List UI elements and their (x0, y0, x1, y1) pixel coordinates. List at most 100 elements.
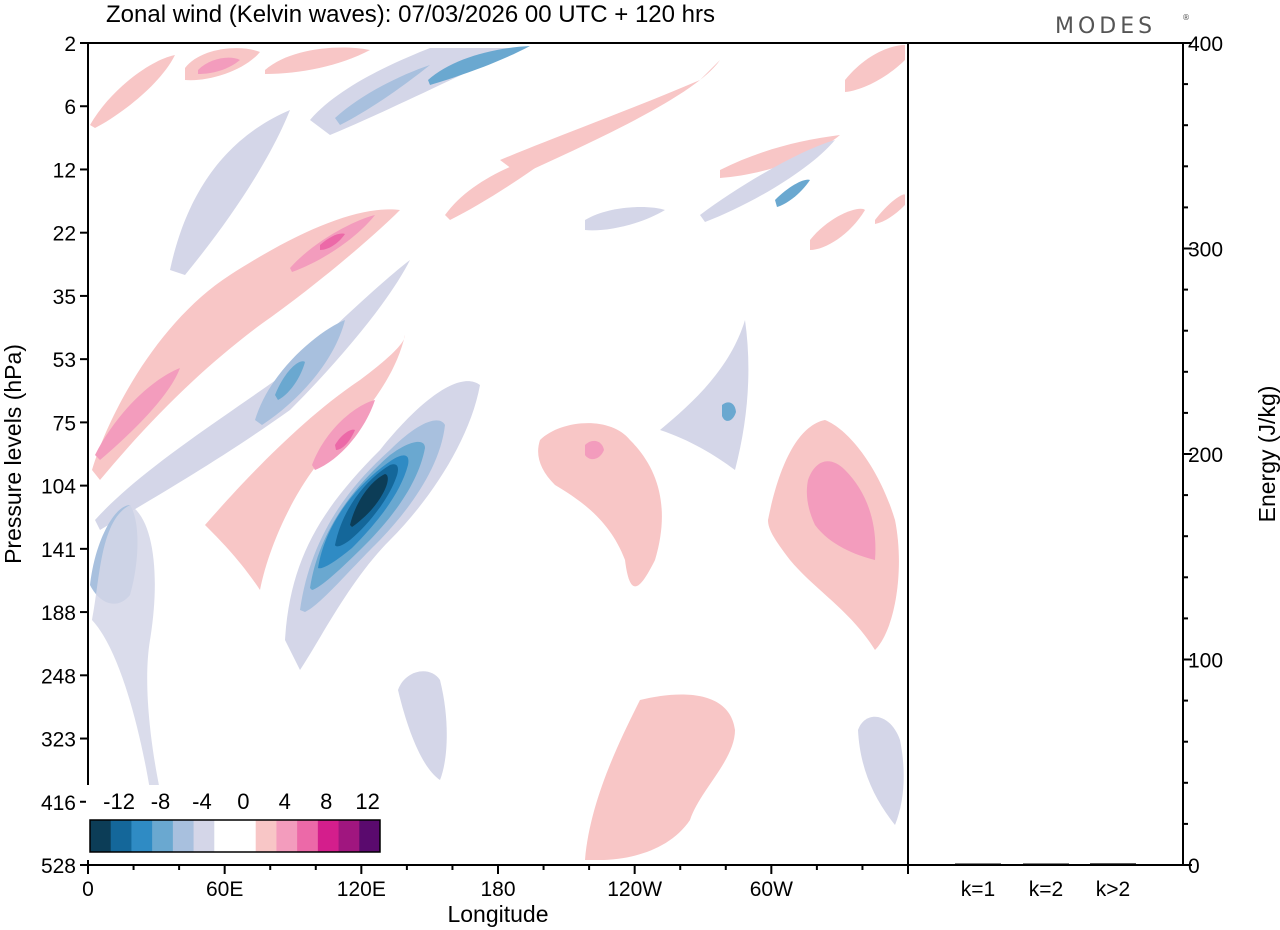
colorbar-swatch (172, 820, 195, 852)
svg-text:®: ® (1182, 13, 1190, 22)
neg-blob (398, 671, 447, 780)
y-axis: 2 6 12 22 35 53 75 104 141 188 248 323 416 528 (41, 33, 88, 878)
x-axis-label: Longitude (447, 901, 548, 927)
colorbar-swatch (193, 820, 215, 852)
pos-blob (538, 423, 662, 587)
colorbar-swatch (131, 820, 153, 852)
pos-blob (806, 461, 876, 560)
pos-streak (720, 135, 840, 178)
colorbar-swatch (214, 820, 236, 852)
colorbar-swatch (110, 820, 132, 852)
neg-band (275, 361, 305, 400)
energy-category-label: k>2 (1096, 878, 1130, 901)
energy-tick-label: 400 (1188, 33, 1223, 56)
pos-streak (90, 55, 175, 128)
x-tick-label: 60W (750, 878, 793, 901)
neg-streak (775, 179, 810, 207)
colorbar-label: 0 (237, 789, 249, 814)
x-tick-label: 180 (480, 878, 515, 901)
y-tick-label: 75 (53, 412, 76, 435)
y-tick-label: 35 (53, 286, 76, 309)
colorbar: -12 -8 -4 0 4 8 12 (86, 785, 384, 860)
x-axis: 0 60E 120E 180 120W 60W (82, 865, 909, 901)
neg-streak (585, 207, 665, 231)
x-tick-label: 0 (82, 878, 94, 901)
pos-blob (585, 694, 735, 860)
energy-category-label: k=2 (1029, 878, 1063, 901)
pos-streak (845, 45, 905, 92)
colorbar-label: 8 (320, 789, 332, 814)
colorbar-swatch (276, 820, 298, 852)
y-tick-label: 6 (64, 96, 76, 119)
neg-streak (170, 110, 290, 275)
x-tick-label: 120E (337, 878, 386, 901)
y-tick-label: 141 (41, 539, 76, 562)
colorbar-swatch (255, 820, 277, 852)
y-tick-label: 22 (53, 223, 76, 246)
neg-blob (858, 716, 904, 825)
energy-panel (908, 42, 1184, 866)
pos-streak (875, 194, 905, 224)
energy-bars (955, 863, 1136, 865)
pos-band (95, 368, 180, 460)
neg-streak (700, 140, 835, 222)
y-tick-label: 188 (41, 602, 76, 625)
energy-bar (1090, 863, 1136, 865)
y-tick-label: 53 (53, 349, 76, 372)
energy-tick-label: 0 (1188, 855, 1200, 878)
y-tick-label: 12 (53, 159, 76, 182)
neg-streak (428, 46, 530, 85)
chart-title: Zonal wind (Kelvin waves): 07/03/2026 00… (106, 1, 715, 28)
colorbar-label: -8 (151, 789, 171, 814)
colorbar-swatch (317, 820, 340, 852)
y-tick-label: 248 (41, 665, 76, 688)
x-tick-label: 120W (607, 878, 662, 901)
y-tick-label: 528 (41, 855, 76, 878)
colorbar-frame (89, 819, 381, 853)
neg-core (350, 474, 388, 527)
energy-y-axis: 0 100 200 300 400 (1183, 33, 1223, 878)
energy-tick-label: 200 (1188, 444, 1223, 467)
energy-category-label: k=1 (961, 878, 995, 901)
pos-streak (500, 60, 720, 175)
y-axis-label: Pressure levels (hPa) (0, 344, 26, 564)
colorbar-swatch (338, 820, 360, 852)
energy-x-axis: k=1 k=2 k>2 (961, 878, 1130, 901)
neg-streak (335, 65, 430, 125)
x-tick-label: 60E (206, 878, 243, 901)
neg-blob (660, 320, 749, 470)
energy-axis-label: Energy (J/kg) (1254, 386, 1280, 523)
neg-band (95, 260, 410, 530)
energy-tick-label: 100 (1188, 650, 1223, 673)
colorbar-swatch (359, 820, 381, 852)
pos-blob (585, 440, 604, 460)
energy-bar (1023, 863, 1069, 865)
colorbar-label: 12 (355, 789, 379, 814)
colorbar-label: -4 (192, 789, 212, 814)
colorbar-swatch (152, 820, 174, 852)
colorbar-label: 4 (279, 789, 291, 814)
y-tick-label: 104 (41, 476, 76, 499)
y-tick-label: 2 (64, 33, 76, 56)
pos-blob (335, 429, 355, 450)
colorbar-swatch (235, 820, 257, 852)
modes-logo: MODES ® (1055, 13, 1190, 39)
pos-blob (205, 335, 405, 590)
heatmap-contours (90, 45, 905, 860)
colorbar-swatch (90, 820, 112, 852)
energy-bar (955, 863, 1001, 865)
y-tick-label: 323 (41, 729, 76, 752)
pos-band (320, 233, 345, 250)
colorbar-swatch (297, 820, 319, 852)
y-tick-label: 416 (41, 792, 76, 815)
pos-streak (445, 150, 560, 220)
energy-tick-label: 300 (1188, 239, 1223, 262)
neg-blob (92, 505, 160, 790)
pos-band (92, 209, 400, 480)
pos-streak (265, 47, 370, 74)
svg-text:MODES: MODES (1055, 14, 1156, 39)
pos-streak (810, 208, 865, 250)
colorbar-label: -12 (103, 789, 135, 814)
pos-streak (198, 57, 240, 74)
